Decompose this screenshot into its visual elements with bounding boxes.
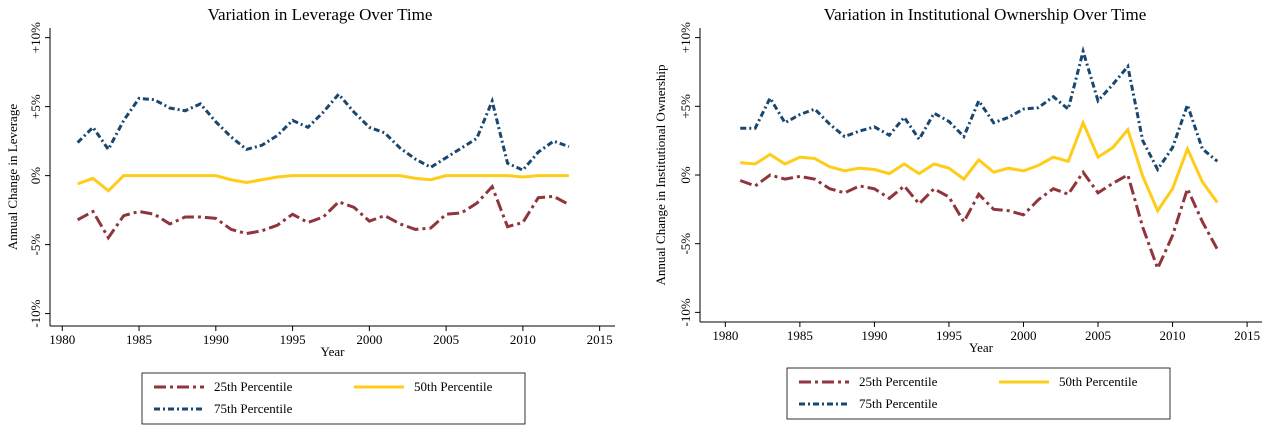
y-tick-label: -10% <box>28 299 43 327</box>
x-tick-label: 1980 <box>49 332 75 347</box>
series-line <box>76 91 570 172</box>
x-tick-label: 1990 <box>861 328 887 343</box>
x-tick-label: 1990 <box>203 332 229 347</box>
y-tick-label: 0% <box>678 166 693 184</box>
y-tick-label: +5% <box>28 94 43 119</box>
y-tick-label: -5% <box>28 234 43 256</box>
legend-label: 75th Percentile <box>859 396 938 411</box>
y-tick-label: +10% <box>678 22 693 53</box>
chart-title: Variation in Institutional Ownership Ove… <box>824 5 1147 24</box>
x-tick-label: 2015 <box>1234 328 1260 343</box>
series-line <box>740 118 1219 214</box>
series-line <box>739 169 1219 273</box>
x-tick-label: 1980 <box>712 328 738 343</box>
x-axis-label: Year <box>969 340 994 355</box>
legend-label: 50th Percentile <box>414 379 493 394</box>
y-tick-label: +5% <box>678 94 693 119</box>
y-tick-label: -10% <box>678 298 693 326</box>
y-tick-label: 0% <box>28 167 43 185</box>
x-tick-label: 2000 <box>1010 328 1036 343</box>
x-tick-label: 1985 <box>126 332 152 347</box>
series-line <box>77 174 569 193</box>
legend-label: 25th Percentile <box>214 379 293 394</box>
x-tick-label: 2005 <box>1085 328 1111 343</box>
y-axis-label: Annual Change in Institutional Ownership <box>653 65 668 286</box>
x-tick-label: 1995 <box>936 328 962 343</box>
y-tick-label: +10% <box>28 22 43 53</box>
legend-label: 50th Percentile <box>1059 374 1138 389</box>
series-line <box>740 45 1219 173</box>
x-tick-label: 1985 <box>787 328 813 343</box>
x-tick-label: 1995 <box>280 332 306 347</box>
y-axis-label: Annual Change in Leverage <box>5 104 20 250</box>
x-tick-label: 2000 <box>356 332 382 347</box>
legend-label: 75th Percentile <box>214 401 293 416</box>
y-tick-label: -5% <box>678 233 693 255</box>
x-tick-label: 2005 <box>433 332 459 347</box>
x-tick-label: 2010 <box>510 332 536 347</box>
x-tick-label: 2015 <box>587 332 613 347</box>
legend-box <box>141 372 526 425</box>
series-line <box>76 183 570 241</box>
x-tick-label: 2010 <box>1160 328 1186 343</box>
chart-title: Variation in Leverage Over Time <box>208 5 433 24</box>
legend-box <box>786 367 1171 420</box>
x-axis-label: Year <box>321 344 346 359</box>
legend-label: 25th Percentile <box>859 374 938 389</box>
